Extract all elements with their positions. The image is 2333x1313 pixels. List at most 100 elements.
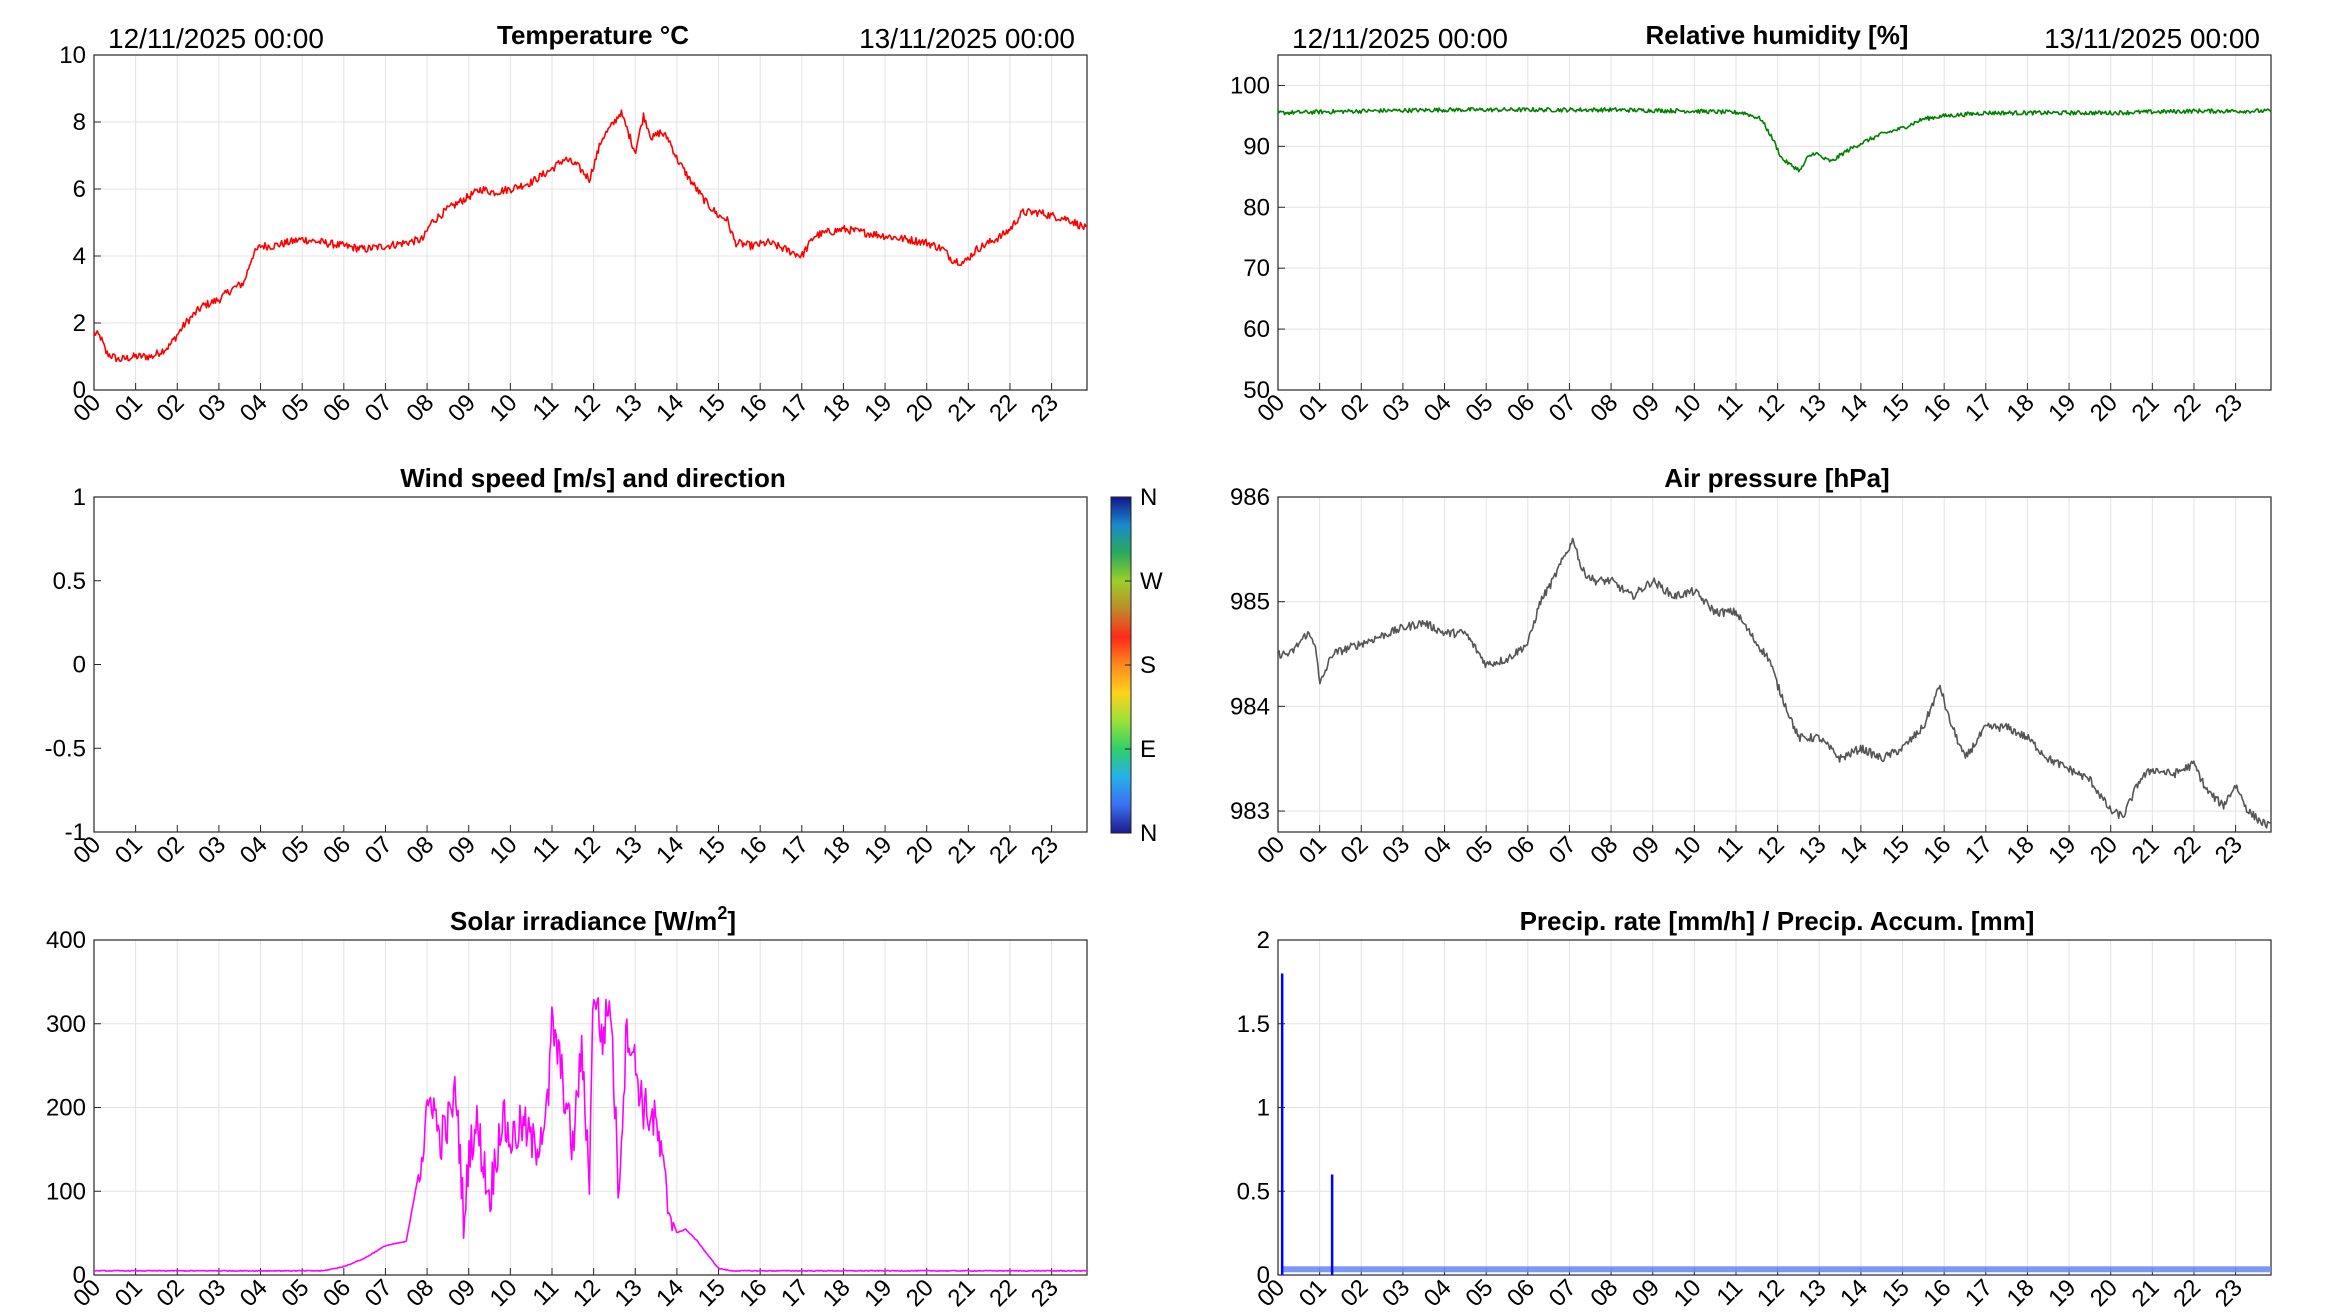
wind-plot-area (94, 497, 1087, 832)
humidity-xtick-label: 05 (1460, 389, 1498, 427)
precip-chart: 00 01 02 03 04 05 06 07 08 09 10 11 12 13 14 15 16 17 18 19… (1237, 906, 2272, 1312)
wind-ytick-label: 1 (73, 484, 86, 511)
temperature-xtick-label: 08 (401, 389, 439, 427)
pressure-plot-area (1278, 497, 2271, 832)
pressure-xtick-label: 23 (2210, 831, 2248, 869)
wind-xtick-label: 16 (734, 831, 772, 869)
colorbar-label: E (1140, 736, 1156, 763)
pressure-xtick-label: 00 (1252, 831, 1290, 869)
humidity-xtick-label: 19 (2043, 389, 2081, 427)
temperature-start-date: 12/11/2025 00:00 (108, 23, 324, 54)
wind-axes-frame (93, 496, 1088, 833)
humidity-xtick-label: 14 (1835, 389, 1873, 427)
solar-xtick-label: 05 (276, 1274, 314, 1312)
solar-xtick-label: 04 (235, 1274, 273, 1312)
pressure-title: Air pressure [hPa] (1664, 463, 1889, 493)
solar-xtick-label: 07 (360, 1274, 398, 1312)
colorbar-label: W (1140, 568, 1163, 595)
precip-xtick-label: 05 (1460, 1274, 1498, 1312)
temperature-ytick-label: 10 (59, 42, 86, 69)
precip-xtick-label: 13 (1794, 1274, 1832, 1312)
solar-ytick-label: 300 (46, 1011, 86, 1038)
wind-title: Wind speed [m/s] and direction (400, 463, 785, 493)
humidity-xtick-label: 02 (1336, 389, 1374, 427)
pressure-axes-frame (1277, 496, 2272, 833)
humidity-xtick-label: 01 (1294, 389, 1332, 427)
humidity-xtick-label: 10 (1669, 389, 1707, 427)
temperature-xtick-label: 06 (318, 389, 356, 427)
humidity-xtick-label: 07 (1544, 389, 1582, 427)
solar-xtick-label: 18 (818, 1274, 856, 1312)
precip-xtick-label: 21 (2127, 1274, 2165, 1312)
wind-xtick-label: 09 (443, 831, 481, 869)
temperature-xtick-label: 18 (818, 389, 856, 427)
pressure-xtick-label: 13 (1794, 831, 1832, 869)
wind-ytick-label: -1 (65, 819, 86, 846)
humidity-series-line (1277, 107, 2272, 173)
pressure-chart: 00 01 02 03 04 05 06 07 08 09 10 11 12 13 14 15 16 17 18 19… (1230, 463, 2272, 869)
solar-chart: 00 01 02 03 04 05 06 07 08 09 10 11 12 13 14 15 16 17 18 19… (46, 903, 1088, 1312)
wind-xtick-label: 05 (276, 831, 314, 869)
temperature-ytick-label: 4 (73, 243, 86, 270)
humidity-axes-frame (1277, 54, 2272, 391)
temperature-xtick-label: 19 (859, 389, 897, 427)
humidity-xtick-label: 04 (1419, 389, 1457, 427)
solar-ytick-label: 100 (46, 1178, 86, 1205)
wind-xtick-label: 22 (984, 831, 1022, 869)
pressure-xtick-label: 06 (1502, 831, 1540, 869)
pressure-xtick-label: 18 (2002, 831, 2040, 869)
solar-xtick-label: 13 (610, 1274, 648, 1312)
solar-xtick-label: 12 (568, 1274, 606, 1312)
temperature-xtick-label: 01 (110, 389, 148, 427)
solar-ytick-label: 400 (46, 927, 86, 954)
temperature-xtick-label: 13 (610, 389, 648, 427)
precip-xtick-label: 07 (1544, 1274, 1582, 1312)
wind-xtick-label: 12 (568, 831, 606, 869)
pressure-xtick-label: 16 (1918, 831, 1956, 869)
temperature-xtick-label: 22 (984, 389, 1022, 427)
precip-ytick-label: 0 (1257, 1262, 1270, 1289)
precip-ytick-label: 1.5 (1237, 1011, 1270, 1038)
humidity-xtick-label: 17 (1960, 389, 1998, 427)
pressure-xtick-label: 11 (1712, 831, 1749, 868)
precip-xtick-label: 06 (1502, 1274, 1540, 1312)
pressure-xtick-label: 03 (1377, 831, 1415, 869)
humidity-end-date: 13/11/2025 00:00 (2044, 23, 2260, 54)
wind-xtick-label: 03 (193, 831, 231, 869)
precip-xtick-label: 14 (1835, 1274, 1873, 1312)
solar-xtick-label: 21 (943, 1274, 981, 1312)
wind-chart: 00 01 02 03 04 05 06 07 08 09 10 11 12 13 14 15 16 17 18 19… (45, 463, 1088, 869)
temperature-xtick-label: 09 (443, 389, 481, 427)
humidity-xtick-label: 18 (2002, 389, 2040, 427)
humidity-ytick-label: 90 (1243, 133, 1270, 160)
temperature-xtick-label: 16 (734, 389, 772, 427)
precip-ytick-label: 1 (1257, 1095, 1270, 1122)
temperature-xtick-label: 07 (360, 389, 398, 427)
wind-xtick-label: 18 (818, 831, 856, 869)
temperature-axes-frame (93, 54, 1088, 391)
pressure-xtick-label: 07 (1544, 831, 1582, 869)
precip-title: Precip. rate [mm/h] / Precip. Accum. [mm… (1520, 906, 2035, 936)
temperature-ytick-label: 8 (73, 109, 86, 136)
temperature-xtick-label: 15 (693, 389, 731, 427)
temperature-end-date: 13/11/2025 00:00 (859, 23, 1075, 54)
solar-title: Solar irradiance [W/m2] (450, 903, 736, 936)
precip-axes-frame (1277, 939, 2272, 1276)
humidity-xtick-label: 08 (1585, 389, 1623, 427)
pressure-ytick-label: 985 (1230, 589, 1270, 616)
temperature-series-line (93, 109, 1088, 363)
solar-ytick-label: 200 (46, 1095, 86, 1122)
humidity-xtick-label: 16 (1918, 389, 1956, 427)
humidity-ytick-label: 80 (1243, 194, 1270, 221)
solar-xtick-label: 08 (401, 1274, 439, 1312)
temperature-title: Temperature °C (497, 20, 689, 50)
temperature-xtick-label: 21 (943, 389, 981, 427)
precip-ytick-label: 0.5 (1237, 1178, 1270, 1205)
pressure-xtick-label: 19 (2043, 831, 2081, 869)
wind-xtick-label: 19 (859, 831, 897, 869)
humidity-xtick-label: 12 (1752, 389, 1790, 427)
pressure-xtick-label: 15 (1877, 831, 1915, 869)
solar-xtick-label: 19 (859, 1274, 897, 1312)
precip-xtick-label: 01 (1294, 1274, 1332, 1312)
temperature-xtick-label: 23 (1026, 389, 1064, 427)
